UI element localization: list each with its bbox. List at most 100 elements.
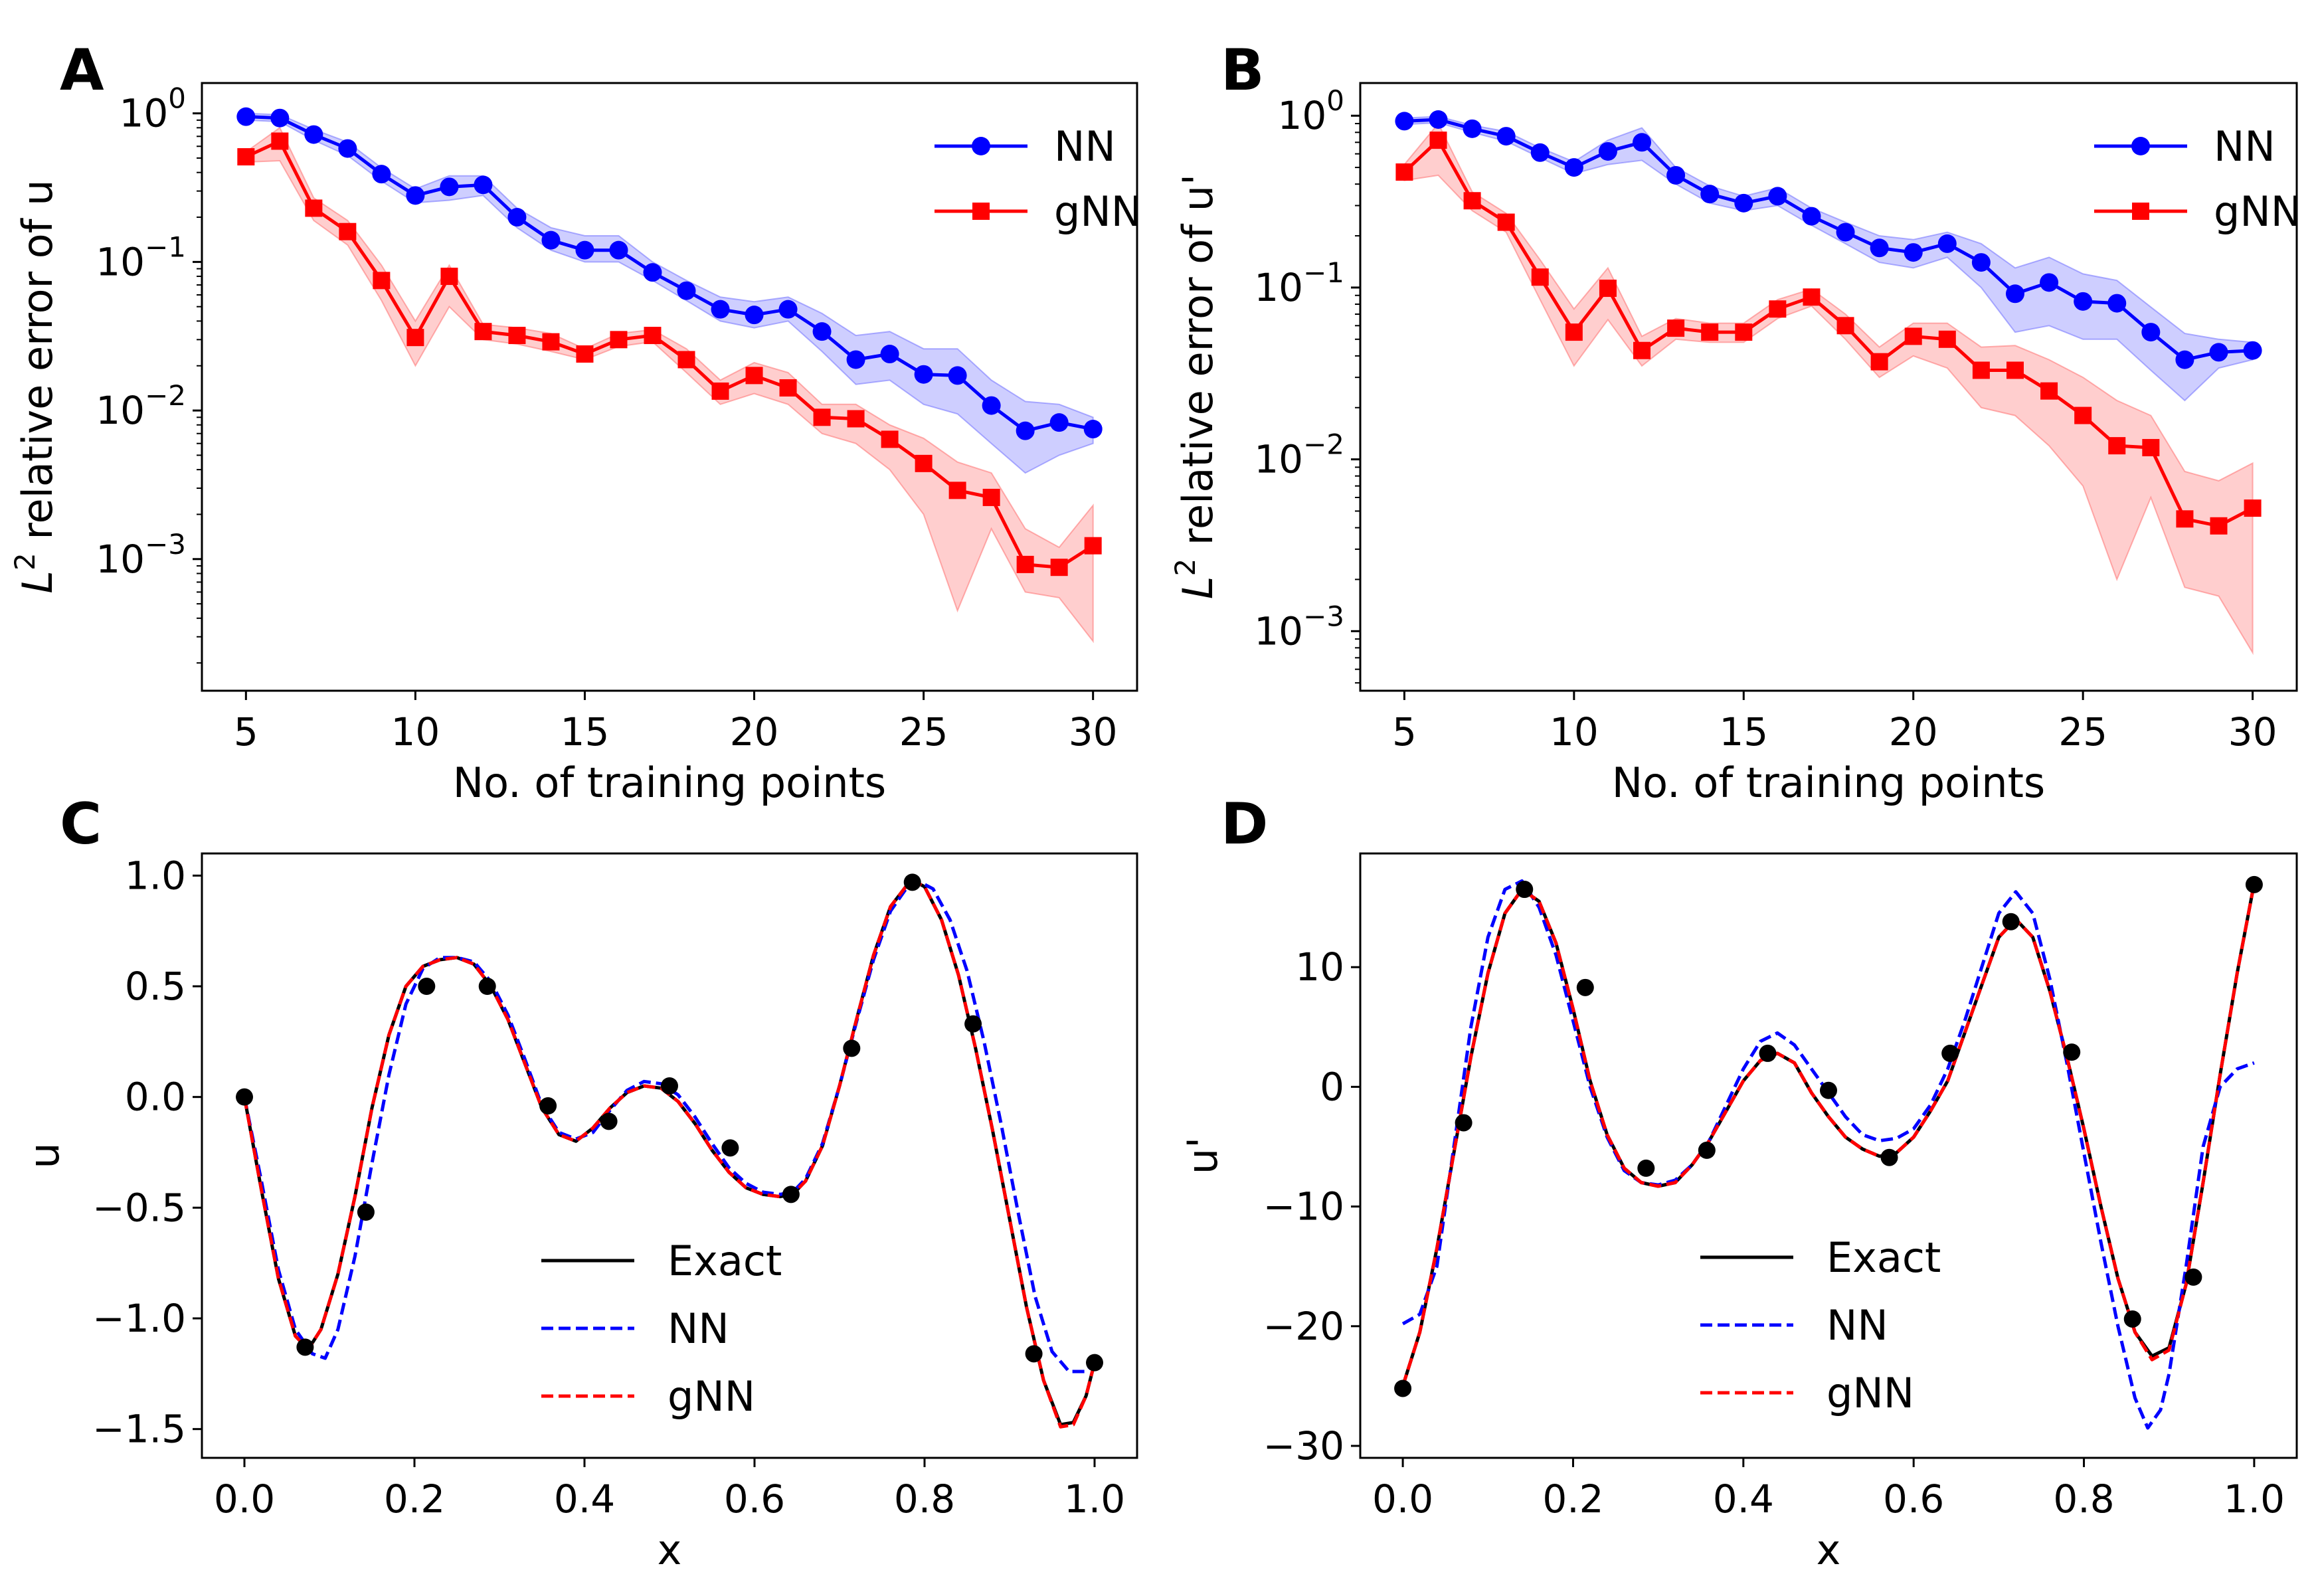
y-tick-label: 10−2 bbox=[96, 379, 186, 433]
y-axis-label-rest: relative error of u bbox=[13, 179, 62, 553]
training-point bbox=[964, 1015, 982, 1033]
training-point bbox=[903, 873, 921, 891]
x-axis-label: x bbox=[658, 1526, 682, 1574]
data-point-nn bbox=[1904, 243, 1923, 262]
x-tick-label: 20 bbox=[1889, 709, 1938, 754]
training-point bbox=[1394, 1379, 1412, 1397]
data-point-nn bbox=[1633, 133, 1652, 152]
axes-frame bbox=[201, 852, 1138, 1459]
data-point-gnn bbox=[1769, 300, 1787, 318]
y-tick-label: 0.0 bbox=[125, 1075, 186, 1120]
x-tick-label: 1.0 bbox=[1064, 1476, 1125, 1522]
data-point-gnn bbox=[610, 331, 628, 349]
y-tick-base: 10 bbox=[1277, 93, 1326, 138]
data-point-nn bbox=[2243, 341, 2262, 360]
x-tick-label: 25 bbox=[899, 709, 948, 754]
data-point-gnn bbox=[339, 222, 357, 240]
training-point bbox=[539, 1097, 557, 1114]
training-point bbox=[1759, 1044, 1777, 1062]
x-tick-label: 15 bbox=[1719, 709, 1768, 754]
data-point-gnn bbox=[271, 132, 289, 150]
legend-label-exact: Exact bbox=[668, 1237, 782, 1285]
x-axis-label: No. of training points bbox=[1612, 758, 2045, 807]
data-point-nn bbox=[406, 186, 425, 205]
data-point-gnn bbox=[1701, 323, 1719, 341]
plot-area bbox=[1395, 110, 2262, 656]
data-point-nn bbox=[948, 366, 967, 385]
training-point bbox=[357, 1203, 375, 1221]
training-point bbox=[2245, 875, 2263, 893]
x-tick-label: 0.2 bbox=[384, 1476, 445, 1522]
data-point-nn bbox=[1666, 165, 1686, 185]
series-line-gnn bbox=[1401, 883, 2256, 1387]
y-tick-label: 0 bbox=[1320, 1064, 1344, 1109]
data-point-nn bbox=[2040, 273, 2059, 292]
panel-letter: B bbox=[1221, 37, 1265, 104]
data-point-gnn bbox=[745, 367, 763, 385]
data-point-nn bbox=[1802, 207, 1821, 226]
data-point-nn bbox=[2005, 284, 2024, 304]
y-axis-label: u bbox=[20, 1142, 68, 1168]
x-tick-label: 0.8 bbox=[2053, 1476, 2114, 1522]
data-point-gnn bbox=[813, 408, 831, 426]
x-tick-label: 0.8 bbox=[894, 1476, 955, 1522]
y-tick-label: −0.5 bbox=[92, 1185, 186, 1230]
x-tick-label: 5 bbox=[234, 709, 258, 754]
y-tick-label: 0.5 bbox=[125, 964, 186, 1009]
data-point-gnn bbox=[1938, 330, 1956, 348]
x-tick-label: 25 bbox=[2058, 709, 2107, 754]
legend-marker-nn bbox=[2131, 137, 2150, 155]
data-point-gnn bbox=[982, 488, 1000, 506]
data-point-nn bbox=[541, 230, 561, 250]
training-point bbox=[2063, 1043, 2081, 1061]
training-point bbox=[2184, 1268, 2202, 1286]
x-tick-label: 15 bbox=[561, 709, 610, 754]
data-point-nn bbox=[914, 365, 933, 384]
y-tick-exponent: −3 bbox=[1303, 600, 1344, 632]
data-point-gnn bbox=[406, 329, 424, 347]
data-point-nn bbox=[2074, 292, 2093, 311]
training-point bbox=[782, 1186, 800, 1203]
plot-area bbox=[1394, 875, 2263, 1430]
data-point-gnn bbox=[1836, 317, 1854, 335]
y-tick-exponent: −2 bbox=[1303, 428, 1344, 461]
legend-label-gnn: gNN bbox=[1054, 187, 1142, 236]
data-point-gnn bbox=[2074, 406, 2092, 424]
y-tick-label: −20 bbox=[1263, 1304, 1344, 1349]
legend-label-gnn: gNN bbox=[2214, 187, 2301, 236]
y-axis-label: L2 relative error of u' bbox=[1169, 174, 1222, 599]
data-point-gnn bbox=[474, 323, 492, 341]
data-point-nn bbox=[1836, 222, 1855, 242]
data-point-nn bbox=[575, 240, 594, 260]
panel-c: C 0.0 0.2 0.4 0.6 0.8 1.0 1.0 0.5 0.0 −0.5 −1.0 −1.5… bbox=[20, 791, 1138, 1574]
y-tick-base: 10 bbox=[96, 537, 145, 582]
y-tick-base: 10 bbox=[1254, 437, 1303, 482]
legend-label-nn: NN bbox=[668, 1304, 729, 1353]
legend-label-gnn: gNN bbox=[668, 1372, 755, 1421]
x-tick-label: 30 bbox=[1069, 709, 1118, 754]
y-axis-label-main: L bbox=[1174, 576, 1222, 600]
legend-label-gnn: gNN bbox=[1827, 1369, 1914, 1417]
data-point-gnn bbox=[1667, 319, 1685, 337]
data-point-gnn bbox=[2142, 438, 2160, 456]
y-tick-exponent: −1 bbox=[1303, 256, 1344, 289]
y-tick-label: −10 bbox=[1263, 1184, 1344, 1229]
training-point bbox=[1516, 881, 1534, 899]
data-point-gnn bbox=[1633, 341, 1651, 359]
y-tick-label: 10−1 bbox=[1254, 256, 1344, 310]
data-point-nn bbox=[1937, 234, 1957, 253]
data-point-gnn bbox=[1497, 213, 1515, 231]
data-point-nn bbox=[1429, 110, 1448, 129]
data-point-nn bbox=[846, 350, 865, 369]
data-point-gnn bbox=[1870, 353, 1888, 371]
y-tick-label: 1.0 bbox=[125, 853, 186, 898]
training-point bbox=[1941, 1044, 1959, 1062]
data-point-gnn bbox=[576, 345, 594, 363]
data-point-nn bbox=[1734, 193, 1753, 213]
y-tick-label: 100 bbox=[1277, 84, 1344, 138]
data-point-gnn bbox=[440, 268, 458, 286]
x-tick-label: 5 bbox=[1392, 709, 1417, 754]
data-point-gnn bbox=[1050, 559, 1068, 576]
data-point-nn bbox=[304, 125, 323, 144]
